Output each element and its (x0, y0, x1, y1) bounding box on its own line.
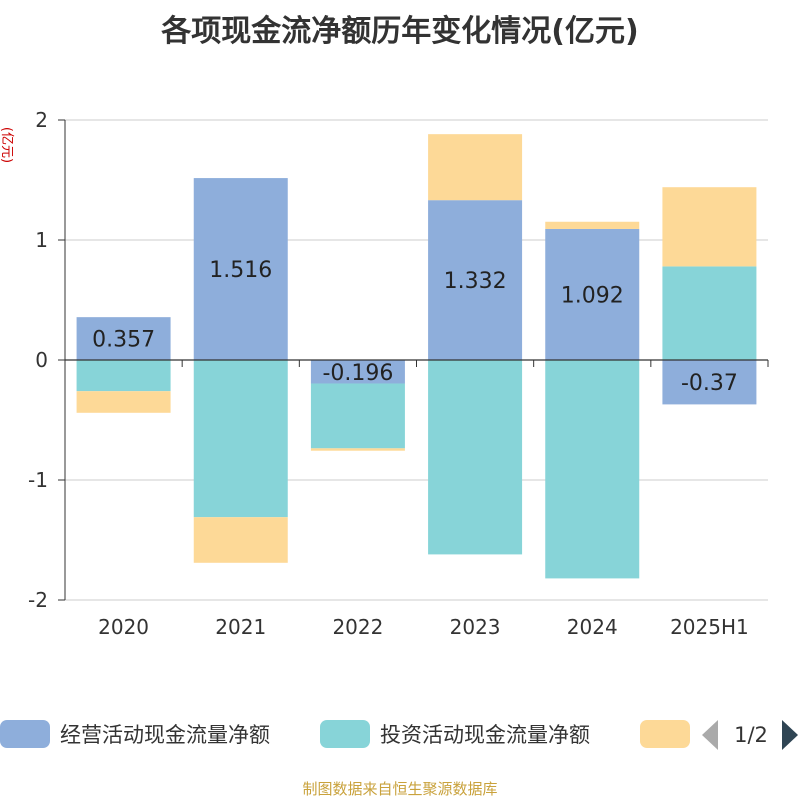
data-label: 1.092 (561, 283, 624, 308)
legend-item[interactable] (640, 720, 690, 748)
triangle-left-icon[interactable] (702, 720, 718, 750)
legend-page-indicator: 1/2 (734, 723, 768, 747)
data-label: -0.196 (322, 361, 393, 386)
bar-2-2022 (310, 383, 405, 449)
chart-title: 各项现金流净额历年变化情况(亿元) (161, 14, 639, 49)
bar-1-2025H1 (662, 360, 757, 405)
footer-source: 制图数据来自恒生聚源数据库 (302, 780, 498, 798)
bar-2-2025H1 (662, 266, 757, 360)
bar-2-2024 (545, 360, 640, 579)
legend-swatch (0, 720, 50, 748)
bars-layer (76, 134, 757, 579)
bar-1-2022 (310, 360, 405, 384)
bar-3-2025H1 (662, 187, 757, 267)
data-label: -0.37 (681, 371, 738, 396)
data-label: 0.357 (92, 328, 155, 353)
data-labels-layer: 0.357 1.516 -0.196 1.332 1.092 -0.37 (92, 258, 738, 396)
y-tick-label: -1 (28, 468, 48, 492)
legend: 经营活动现金流量净额 投资活动现金流量净额 1/2 (0, 720, 798, 750)
bar-3-2021 (193, 517, 288, 563)
y-tick-label: 0 (35, 348, 48, 372)
y-axis-unit-label: (亿元) (0, 127, 14, 163)
legend-item[interactable]: 经营活动现金流量净额 (0, 720, 270, 748)
bar-1-2023 (428, 200, 523, 360)
bar-3-2023 (428, 134, 523, 201)
bar-3-2024 (545, 221, 640, 229)
bar-2-2021 (193, 360, 288, 518)
legend-swatch (320, 720, 370, 748)
triangle-right-icon[interactable] (782, 720, 798, 750)
x-tick-label: 2023 (450, 615, 501, 639)
bar-1-2020 (76, 317, 171, 360)
x-tick-label: 2021 (215, 615, 266, 639)
bar-3-2022 (310, 448, 405, 451)
axis-layer (64, 120, 769, 600)
bar-2-2020 (76, 360, 171, 392)
y-axis-labels: 2 1 0 -1 -2 (28, 108, 48, 612)
data-label: 1.332 (444, 269, 507, 294)
x-tick-label: 2020 (98, 615, 149, 639)
legend-label: 投资活动现金流量净额 (380, 723, 590, 747)
x-tick-label: 2022 (332, 615, 383, 639)
legend-item[interactable]: 投资活动现金流量净额 (320, 720, 590, 748)
x-tick-label: 2025H1 (670, 615, 749, 639)
bar-2-2023 (428, 360, 523, 555)
x-tick-label: 2024 (567, 615, 618, 639)
legend-label: 经营活动现金流量净额 (60, 723, 270, 747)
x-axis-labels: 2020 2021 2022 2023 2024 2025H1 (98, 615, 749, 639)
y-tick-label: 2 (35, 108, 48, 132)
grid-layer (58, 119, 768, 601)
y-tick-label: 1 (35, 228, 48, 252)
bar-1-2021 (193, 178, 288, 360)
bar-1-2024 (545, 228, 640, 360)
legend-swatch (640, 720, 690, 748)
y-tick-label: -2 (28, 588, 48, 612)
data-label: 1.516 (209, 258, 272, 283)
bar-3-2020 (76, 391, 171, 413)
